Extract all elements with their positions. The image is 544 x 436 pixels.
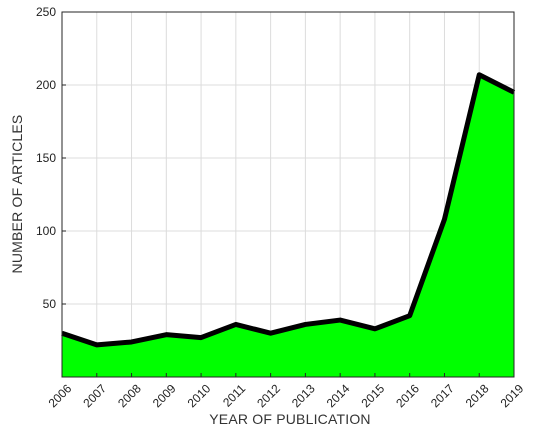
plot-frame: [61, 11, 515, 378]
series-line: [61, 72, 516, 348]
x-tick-label: 2009: [150, 381, 179, 410]
x-tick-label: 2008: [115, 381, 144, 410]
y-tick-label: 150: [36, 151, 56, 165]
x-tick-label: 2019: [498, 381, 527, 410]
x-tick-label: 2010: [185, 381, 214, 410]
y-tick-label: 250: [36, 5, 56, 19]
x-tick-label: 2006: [46, 381, 75, 410]
y-tick-label: 100: [36, 224, 56, 238]
x-tick-label: 2017: [428, 381, 457, 410]
x-tick-label: 2013: [289, 381, 318, 410]
x-tick-label: 2016: [393, 381, 422, 410]
y-axis-label: NUMBER OF ARTICLES: [9, 115, 25, 274]
x-tick-label: 2018: [463, 381, 492, 410]
y-tick-label: 50: [43, 297, 57, 311]
x-tick-label: 2015: [358, 381, 387, 410]
y-tick-label: 200: [36, 78, 56, 92]
area-fill: [62, 74, 514, 377]
x-tick-label: 2012: [254, 381, 283, 410]
x-axis-label: YEAR OF PUBLICATION: [209, 411, 370, 427]
y-axis-ticks: 50 100 150 200 250: [36, 5, 66, 311]
x-tick-label: 2011: [220, 381, 248, 409]
x-axis-ticks: 2006 2007 2008 2009 2010 2011 2012 2013 2014 2015…: [46, 373, 527, 410]
x-tick-label: 2007: [80, 381, 109, 410]
x-tick-label: 2014: [324, 381, 353, 410]
